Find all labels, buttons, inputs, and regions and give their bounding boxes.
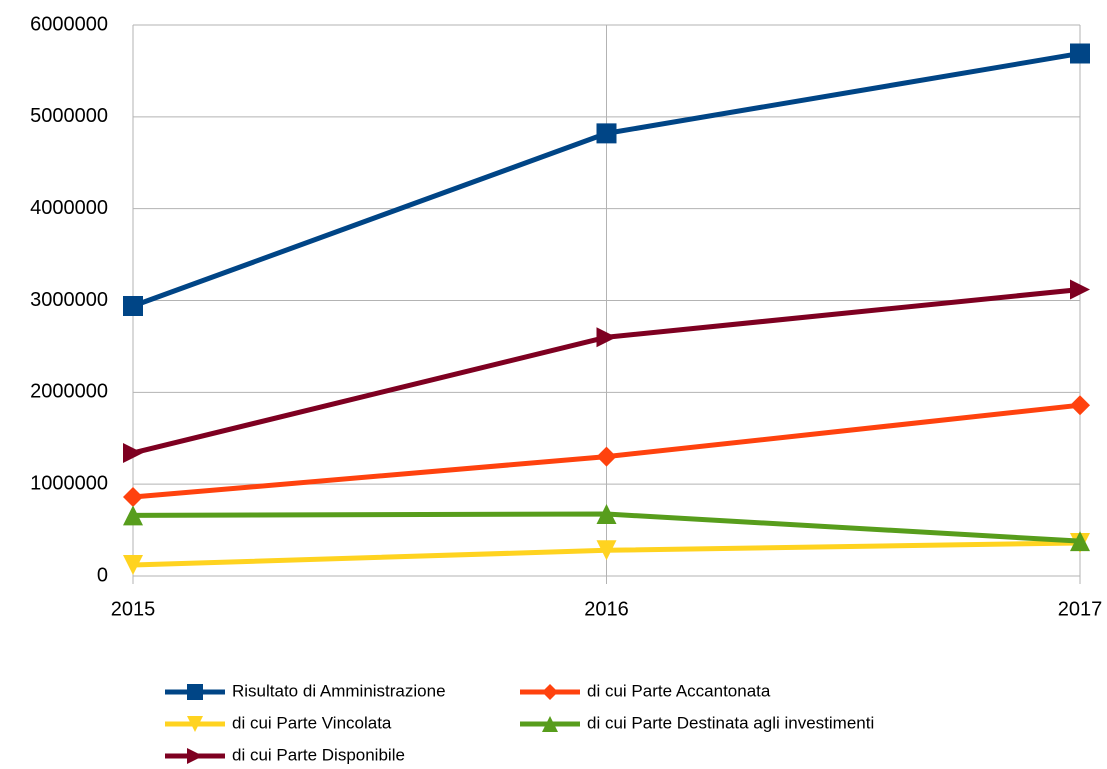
legend-marker <box>542 684 558 700</box>
data-point <box>123 505 143 526</box>
legend-marker <box>187 748 203 764</box>
x-tick-label: 2015 <box>111 598 156 620</box>
data-point <box>1070 531 1090 552</box>
data-point <box>596 446 617 467</box>
legend-marker <box>542 716 558 732</box>
legend-label: di cui Parte Destinata agli investimenti <box>587 713 874 732</box>
data-point <box>123 554 143 575</box>
data-point <box>596 540 617 561</box>
legend-label: di cui Parte Accantonata <box>587 681 771 700</box>
legend-label: di cui Parte Disponibile <box>232 745 405 764</box>
y-tick-label: 0 <box>97 564 108 586</box>
x-tick-label: 2017 <box>1058 598 1103 620</box>
legend-marker <box>187 716 203 732</box>
data-point <box>596 123 617 144</box>
data-point <box>1070 43 1090 64</box>
x-tick-label: 2016 <box>584 598 629 620</box>
data-point <box>1070 279 1090 300</box>
legend-label: di cui Parte Vincolata <box>232 713 392 732</box>
legend-label: Risultato di Amministrazione <box>232 681 446 700</box>
y-tick-label: 2000000 <box>30 381 108 403</box>
data-point <box>123 442 143 463</box>
data-point <box>596 504 617 525</box>
y-tick-label: 3000000 <box>30 289 108 311</box>
y-tick-label: 1000000 <box>30 472 108 494</box>
data-point <box>123 296 143 317</box>
legend-marker <box>187 684 203 700</box>
y-tick-label: 4000000 <box>30 197 108 219</box>
y-tick-label: 6000000 <box>30 13 108 35</box>
data-point <box>596 327 617 348</box>
data-point <box>123 487 143 508</box>
y-tick-label: 5000000 <box>30 105 108 127</box>
data-point <box>1070 395 1090 416</box>
